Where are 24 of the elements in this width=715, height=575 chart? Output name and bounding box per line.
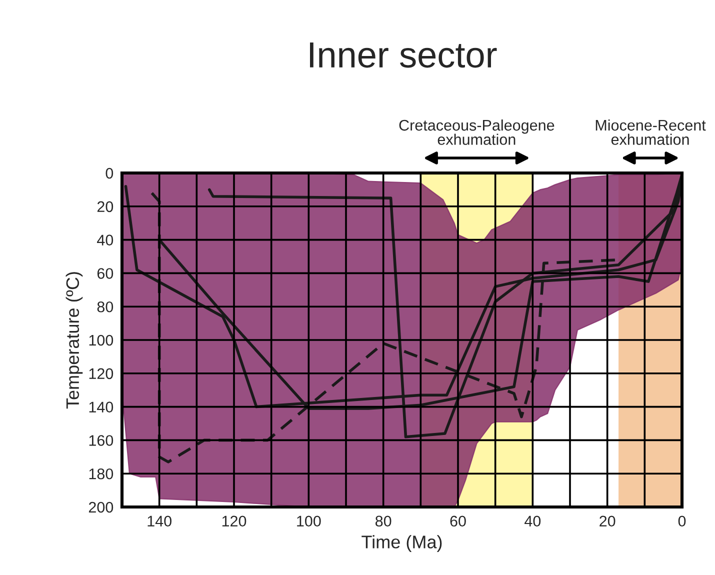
x-tick-label: 0 bbox=[678, 516, 686, 527]
y-tick-label: 160 bbox=[89, 435, 114, 446]
x-tick-label: 120 bbox=[222, 516, 246, 527]
x-axis-title: Time (Ma) bbox=[362, 535, 442, 552]
y-axis-title: Temperature (ºC) bbox=[66, 272, 83, 409]
x-tick-label: 100 bbox=[297, 516, 321, 527]
y-tick-label: 140 bbox=[89, 402, 114, 412]
chart-title: Inner sector bbox=[310, 42, 497, 68]
band-label: Cretaceous-Paleogene exhumation bbox=[399, 119, 554, 145]
x-tick-label: 140 bbox=[148, 516, 172, 527]
y-tick-label: 200 bbox=[88, 502, 114, 513]
x-tick-label: 40 bbox=[524, 516, 541, 527]
y-tick-label: 40 bbox=[97, 234, 114, 246]
y-tick-label: 60 bbox=[97, 268, 114, 279]
x-tick-label: 20 bbox=[600, 516, 616, 527]
y-tick-label: 80 bbox=[97, 301, 114, 312]
y-tick-label: 20 bbox=[97, 201, 114, 212]
x-tick-label: 80 bbox=[376, 516, 392, 527]
y-tick-label: 180 bbox=[89, 468, 114, 480]
y-tick-label: 120 bbox=[89, 368, 114, 380]
x-tick-label: 60 bbox=[450, 516, 466, 527]
y-tick-label: 100 bbox=[89, 334, 114, 346]
y-tick-label: 0 bbox=[106, 168, 114, 179]
band-label: Miocene-Recent exhumation bbox=[596, 119, 706, 145]
